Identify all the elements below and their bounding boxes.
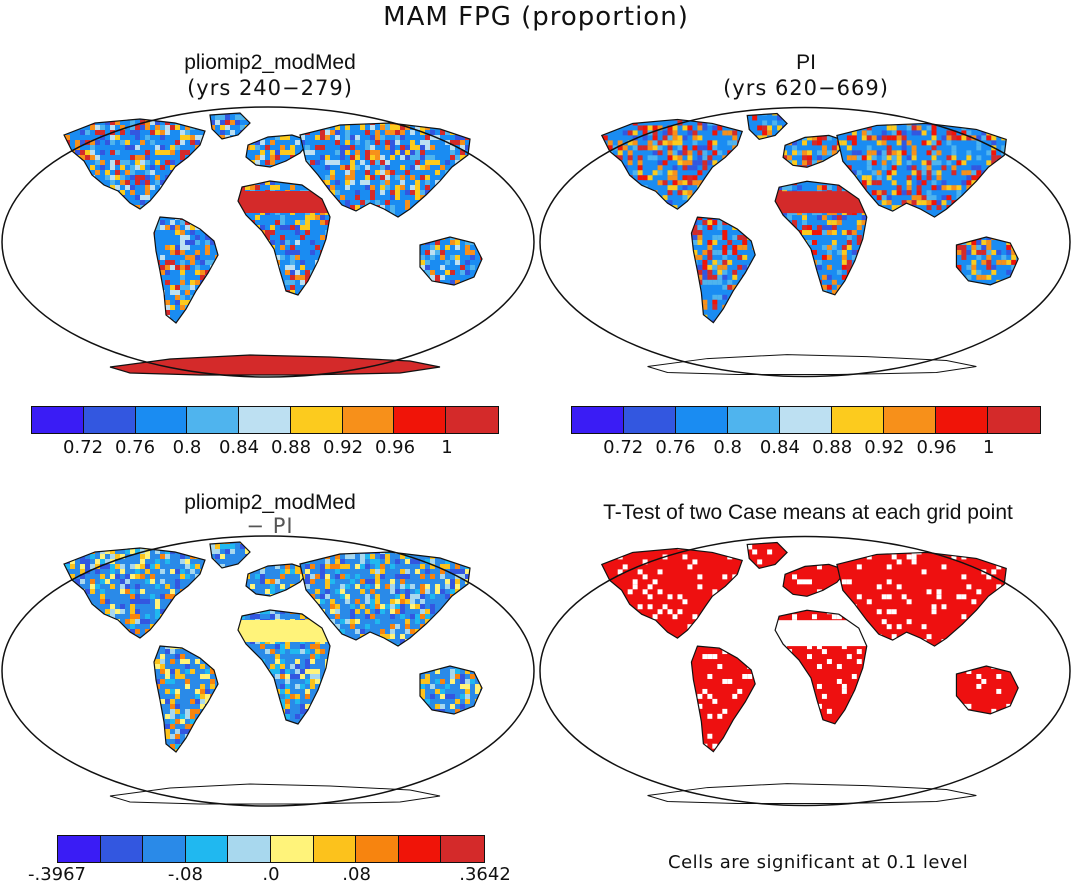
colorbar-tick-label: 0.84 — [760, 437, 800, 458]
panel-diff-colorbar-ticks: -.3967 -.08.0.08.3642 — [57, 864, 485, 886]
colorbar-tick-label: 0.72 — [63, 437, 103, 458]
colorbar-swatch — [32, 407, 84, 433]
colorbar-swatch — [187, 407, 239, 433]
colorbar-tick-label: 0.8 — [173, 437, 202, 458]
colorbar-swatch — [936, 407, 988, 433]
colorbar-swatch — [884, 407, 936, 433]
colorbar-tick-label: 0.92 — [323, 437, 363, 458]
colorbar-swatch — [343, 407, 395, 433]
colorbar-swatch — [394, 407, 446, 433]
colorbar-tick-label: 0.76 — [655, 437, 695, 458]
colorbar-tick-label: 1 — [983, 437, 994, 458]
colorbar-swatch — [988, 407, 1040, 433]
panel-diff-title: pliomip2_modMed — [20, 491, 520, 515]
colorbar-swatch — [728, 407, 780, 433]
colorbar-tick-label: 0.88 — [271, 437, 311, 458]
colorbar-swatch — [239, 407, 291, 433]
colorbar-swatch — [228, 836, 271, 862]
colorbar-swatch — [441, 836, 484, 862]
panel-ttest-map — [538, 534, 1072, 809]
colorbar-tick-label: 0.92 — [864, 437, 904, 458]
colorbar-swatch — [314, 836, 357, 862]
colorbar-tick-label: 0.72 — [603, 437, 643, 458]
colorbar-tick-label: 0.76 — [115, 437, 155, 458]
colorbar-swatch — [780, 407, 832, 433]
colorbar-swatch — [84, 407, 136, 433]
colorbar-tick-label: .0 — [262, 864, 279, 885]
colorbar-swatch — [624, 407, 676, 433]
colorbar-tick-label: 0.96 — [917, 437, 957, 458]
colorbar-tick-label: 1 — [441, 437, 452, 458]
colorbar-swatch — [136, 407, 188, 433]
panel-model-map — [0, 105, 536, 380]
panel-model-colorbar — [31, 406, 499, 434]
panel-pi-title: PI — [556, 51, 1056, 75]
colorbar-swatch — [58, 836, 101, 862]
colorbar-swatch — [271, 836, 314, 862]
panel-diff-colorbar — [57, 835, 485, 863]
colorbar-tick-label: .3642 — [459, 864, 511, 885]
colorbar-tick-label: .08 — [342, 864, 371, 885]
panel-ttest-title: T-Test of two Case means at each grid po… — [548, 501, 1068, 525]
colorbar-swatch — [676, 407, 728, 433]
colorbar-swatch — [143, 836, 186, 862]
colorbar-tick-label: -.08 — [168, 864, 203, 885]
colorbar-swatch — [186, 836, 229, 862]
colorbar-tick-label: 0.88 — [812, 437, 852, 458]
colorbar-swatch — [446, 407, 498, 433]
panel-model-colorbar-ticks: 0.72 0.76 0.8 0.84 0.88 0.92 0.96 1 — [31, 437, 499, 461]
colorbar-tick-label: 0.8 — [713, 437, 742, 458]
colorbar-swatch — [572, 407, 624, 433]
colorbar-swatch — [101, 836, 144, 862]
panel-pi-map — [538, 105, 1072, 380]
panel-model-title: pliomip2_modMed — [20, 51, 520, 75]
colorbar-tick-label: 0.84 — [219, 437, 259, 458]
colorbar-swatch — [399, 836, 442, 862]
colorbar-tick-label: 0.96 — [375, 437, 415, 458]
panel-model-subtitle: (yrs 240−279) — [20, 76, 520, 100]
colorbar-swatch — [356, 836, 399, 862]
panel-diff-map — [0, 534, 536, 809]
panel-pi-colorbar — [571, 406, 1041, 434]
colorbar-swatch — [832, 407, 884, 433]
panel-pi-colorbar-ticks: 0.72 0.76 0.8 0.84 0.88 0.92 0.96 1 — [571, 437, 1041, 461]
figure-title: MAM FPG (proportion) — [0, 2, 1072, 32]
colorbar-tick-label: -.3967 — [28, 864, 86, 885]
colorbar-swatch — [291, 407, 343, 433]
significance-footnote: Cells are significant at 0.1 level — [668, 852, 1028, 873]
panel-pi-subtitle: (yrs 620−669) — [556, 76, 1056, 100]
